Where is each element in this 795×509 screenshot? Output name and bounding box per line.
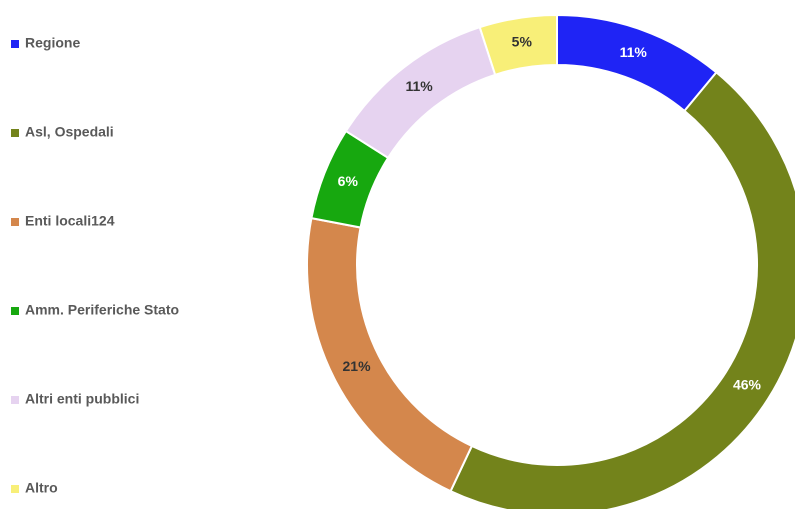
legend-label: Altri enti pubblici: [25, 391, 139, 407]
donut-slice: [556, 13, 718, 113]
legend-swatch: [11, 40, 19, 48]
legend-swatch: [11, 396, 19, 404]
data-label: 21%: [343, 358, 372, 374]
data-label: 46%: [733, 376, 762, 392]
donut-slice: [306, 216, 474, 493]
legend-label: Asl, Ospedali: [25, 124, 114, 140]
legend-swatch: [11, 129, 19, 137]
data-label: 5%: [512, 33, 533, 49]
legend-label: Amm. Periferiche Stato: [25, 302, 179, 318]
legend-label: Enti locali124: [25, 213, 115, 229]
donut-slice: [449, 70, 795, 509]
legend-swatch: [11, 307, 19, 315]
legend-label: Regione: [25, 35, 80, 51]
donut-slice: [478, 13, 558, 77]
data-label: 11%: [620, 44, 648, 60]
data-label: 6%: [338, 173, 359, 189]
legend-label: Altro: [25, 480, 58, 496]
data-label: 11%: [405, 78, 433, 94]
legend-swatch: [11, 218, 19, 226]
legend-swatch: [11, 485, 19, 493]
